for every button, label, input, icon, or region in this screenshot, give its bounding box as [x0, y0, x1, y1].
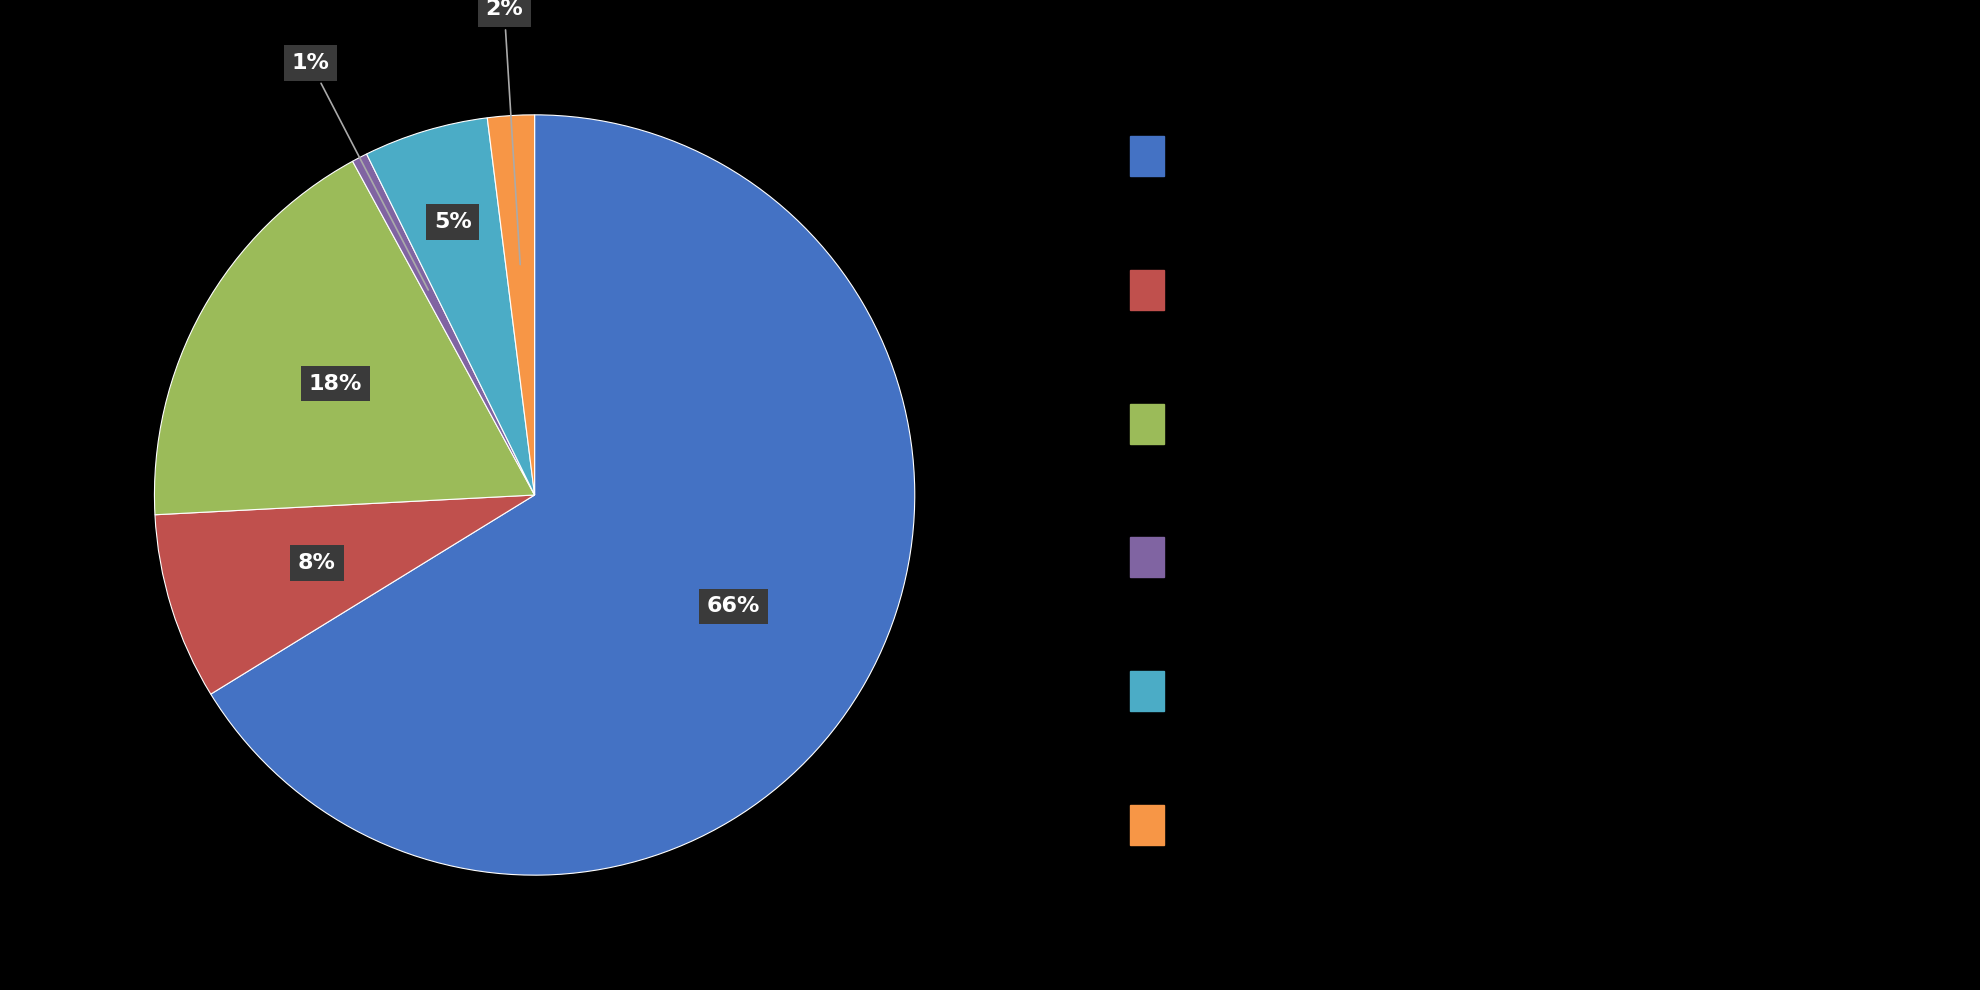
Text: 66%: 66% — [707, 596, 760, 617]
Text: 5%: 5% — [434, 212, 471, 232]
Text: 1%: 1% — [291, 53, 428, 290]
Text: White (100 participants): White (100 participants) — [1218, 145, 1505, 168]
Text: 8%: 8% — [297, 552, 337, 573]
Text: 18%: 18% — [309, 373, 362, 394]
Wedge shape — [352, 154, 535, 495]
Bar — [1131, 270, 1164, 310]
Text: American Indian or Alaska Native (1 participant): American Indian or Alaska Native (1 part… — [1218, 545, 1788, 569]
Wedge shape — [154, 495, 535, 694]
Text: Not reported or Missing (8 participants): Not reported or Missing (8 participants) — [1218, 679, 1685, 703]
Bar — [1131, 538, 1164, 577]
Bar — [1131, 404, 1164, 444]
Wedge shape — [210, 115, 915, 875]
Text: Black or African American (12 participants): Black or African American (12 participan… — [1218, 278, 1727, 302]
Bar — [1131, 137, 1164, 176]
Text: Asian (27 participants): Asian (27 participants) — [1218, 412, 1485, 436]
Text: Other (3 participants): Other (3 participants) — [1218, 813, 1473, 837]
Wedge shape — [154, 161, 535, 515]
Wedge shape — [366, 118, 535, 495]
Wedge shape — [487, 115, 535, 495]
Text: 2%: 2% — [485, 0, 523, 264]
Bar — [1131, 671, 1164, 711]
Bar — [1131, 805, 1164, 844]
